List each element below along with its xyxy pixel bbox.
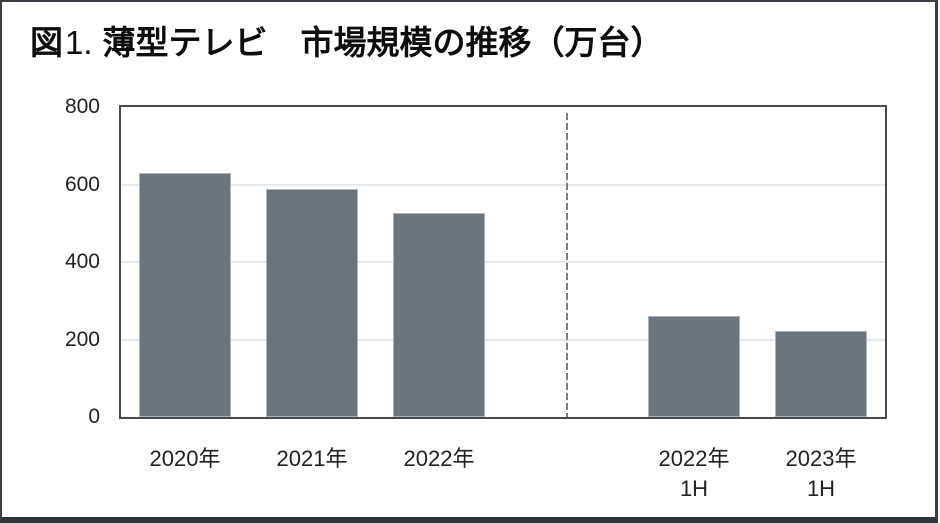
x-axis-label-line: 2021年 — [276, 446, 348, 471]
bar — [266, 189, 358, 417]
x-axis-label: 2023年 1H — [746, 444, 896, 504]
bar — [393, 213, 485, 417]
period-divider-dashed-line — [565, 113, 568, 417]
bar — [139, 173, 231, 417]
x-axis-label-line: 2022年 — [403, 446, 475, 471]
y-axis-tick-label: 0 — [88, 405, 100, 428]
y-axis-tick-label: 800 — [64, 95, 100, 118]
y-axis-tick-label: 200 — [64, 328, 100, 351]
x-axis-label: 2021年 — [237, 444, 387, 474]
x-axis-label-line: 2022年 — [658, 446, 730, 471]
x-axis-label-line: 1H — [679, 476, 709, 501]
gridline — [121, 183, 885, 186]
gridline — [121, 261, 885, 263]
figure-label: 図 — [30, 24, 63, 61]
bar — [648, 316, 740, 417]
x-axis-label-line: 2023年 — [785, 446, 857, 471]
figure-number: 1. — [65, 24, 93, 61]
bar — [775, 331, 867, 417]
x-axis-label: 2022年 — [364, 444, 514, 474]
chart-title-text: 薄型テレビ 市場規模の推移（万台） — [102, 24, 664, 61]
plot-area — [119, 105, 887, 419]
x-axis-label: 2022年 1H — [619, 444, 769, 504]
chart-title: 図1. 薄型テレビ 市場規模の推移（万台） — [30, 23, 664, 63]
x-axis-label-line: 1H — [806, 476, 836, 501]
x-axis-label: 2020年 — [110, 444, 260, 474]
y-axis-tick-label: 400 — [64, 250, 100, 273]
x-axis-label-line: 2020年 — [149, 446, 221, 471]
gridline — [121, 338, 885, 341]
y-axis-tick-label: 600 — [64, 173, 100, 196]
